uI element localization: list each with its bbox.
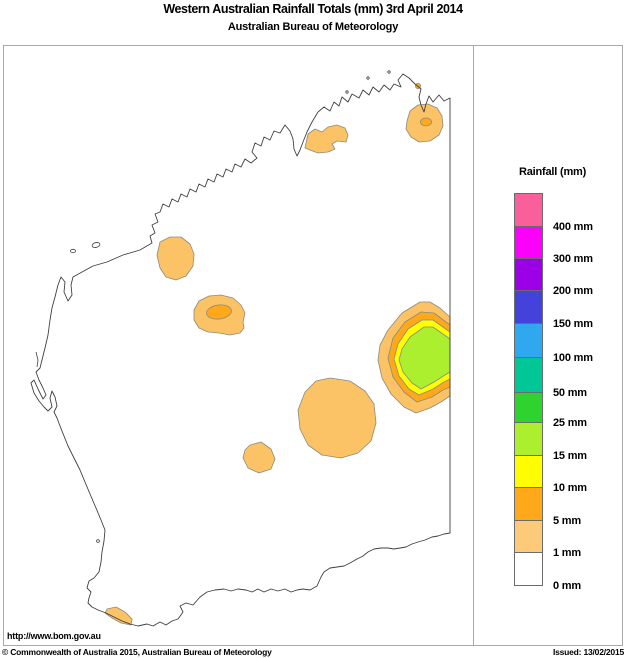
legend-label-200mm: 200 mm (553, 285, 593, 297)
legend-swatch-25mm: 25 mm (514, 392, 587, 429)
legend-label-15mm: 15 mm (553, 450, 587, 462)
legend-swatch-15mm: 15 mm (514, 422, 587, 462)
plot-frame (3, 45, 623, 646)
legend-colour-scale: 400 mm 300 mm 200 mm 150 mm 100 mm 50 mm… (514, 193, 593, 592)
legend-label-300mm: 300 mm (553, 253, 593, 265)
legend-label-100mm: 100 mm (553, 352, 593, 364)
legend-label-400mm: 400 mm (553, 221, 593, 233)
legend-swatch-5mm: 5 mm (514, 487, 581, 527)
legend-swatch-0mm: 0 mm (514, 552, 581, 592)
legend-label-1mm: 1 mm (553, 547, 581, 559)
legend-swatch-200mm: 200 mm (514, 258, 593, 297)
footer-issued-date: Issued: 13/02/2015 (552, 647, 624, 657)
legend-label-25mm: 25 mm (553, 417, 587, 429)
legend-swatch-10mm: 10 mm (514, 455, 587, 494)
legend-swatch-50mm: 50 mm (514, 357, 587, 399)
legend-label-150mm: 150 mm (553, 318, 593, 330)
footer-copyright: © Commonwealth of Australia 2015, Austra… (2, 647, 272, 657)
legend-title: Rainfall (mm) (519, 166, 587, 178)
legend-swatch-300mm: 300 mm (514, 226, 593, 265)
legend-label-10mm: 10 mm (553, 482, 587, 494)
legend-label-5mm: 5 mm (553, 515, 581, 527)
legend-swatch-100mm: 100 mm (514, 323, 593, 364)
map-legend-divider (473, 45, 474, 645)
page-title: Western Australian Rainfall Totals (mm) … (163, 2, 463, 16)
footer-url: http://www.bom.gov.au (7, 631, 101, 641)
legend-swatch-1mm: 1 mm (514, 520, 581, 559)
legend-swatch-400mm: 400 mm (514, 193, 593, 233)
page-subtitle: Australian Bureau of Meteorology (227, 21, 399, 33)
legend-label-0mm: 0 mm (553, 580, 581, 592)
legend-swatch-150mm: 150 mm (514, 290, 593, 330)
legend-label-50mm: 50 mm (553, 387, 587, 399)
